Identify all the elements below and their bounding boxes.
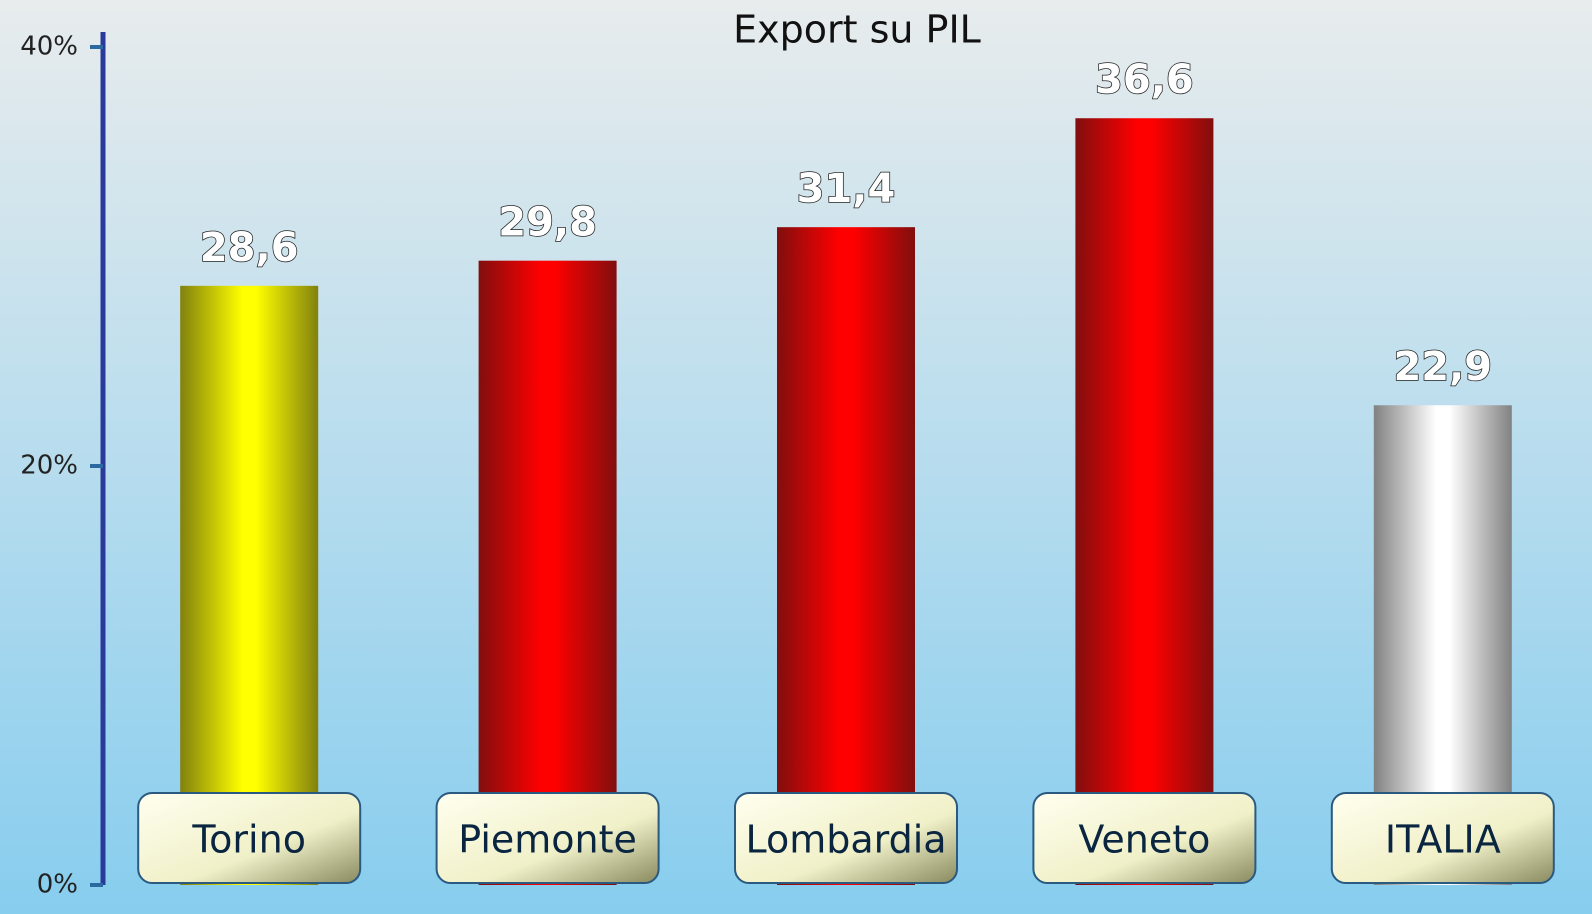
y-tick-label: 0% xyxy=(37,870,78,900)
value-label: 22,9 xyxy=(1393,344,1492,390)
y-tick-label: 20% xyxy=(20,451,78,481)
x-tick-label: Torino xyxy=(191,818,306,862)
value-label: 31,4 xyxy=(797,166,896,212)
bar xyxy=(777,227,915,886)
category-box xyxy=(1330,792,1555,884)
value-label: 29,8 xyxy=(498,200,597,246)
value-label: 36,6 xyxy=(1095,57,1194,103)
y-tick-label: 40% xyxy=(20,32,78,62)
x-tick-label: Veneto xyxy=(1078,818,1210,862)
bar xyxy=(1075,118,1214,886)
x-tick-label: ITALIA xyxy=(1385,818,1501,862)
chart-title: Export su PIL xyxy=(733,8,981,52)
category-box xyxy=(734,792,958,884)
category-box xyxy=(137,792,362,884)
category-box xyxy=(1032,792,1257,884)
value-label: 28,6 xyxy=(200,225,299,271)
x-tick-label: Lombardia xyxy=(745,818,946,862)
bar xyxy=(180,285,319,886)
x-tick-label: Piemonte xyxy=(458,818,637,862)
category-box xyxy=(435,792,660,884)
bar xyxy=(478,260,617,885)
